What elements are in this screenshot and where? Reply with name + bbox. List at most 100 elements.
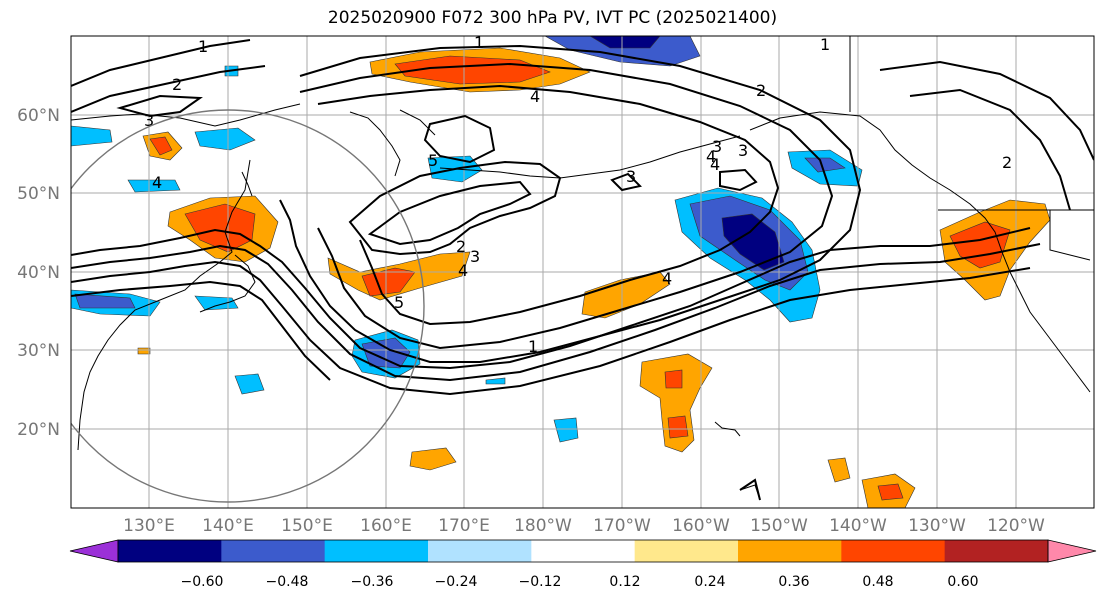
lon-label: 140°W: [829, 516, 887, 536]
anomaly-positive: [137, 347, 151, 355]
colorbar-segment: [221, 540, 326, 562]
pv-contour: [71, 227, 1031, 370]
colorbar-tick-label: −0.36: [351, 574, 394, 590]
contour-label: 1: [198, 37, 208, 56]
contour-label: 3: [738, 141, 748, 160]
contour-label: 2: [1002, 153, 1012, 172]
range-circle: [71, 109, 425, 503]
shaded-anomalies: [71, 36, 1051, 508]
colorbar-tick-label: 0.48: [862, 574, 893, 590]
pv-contour: [299, 62, 834, 350]
colorbar-segment: [634, 540, 739, 562]
anomaly-negative-strong: [721, 213, 785, 271]
lat-label: 60°N: [17, 106, 60, 126]
contour-label: 5: [394, 293, 404, 312]
anomaly-negative: [804, 157, 846, 173]
lon-label: 130°E: [123, 516, 175, 536]
colorbar-segment: [428, 540, 532, 562]
contour-label: 1: [528, 337, 538, 356]
contour-label: 1: [820, 35, 830, 54]
colorbar-segment: [118, 540, 222, 562]
anomaly-positive-strong: [184, 203, 256, 253]
contour-label: 2: [756, 81, 766, 100]
lon-label: 170°W: [593, 516, 651, 536]
colorbar-tick-label: 0.12: [609, 574, 640, 590]
pv-contour: [719, 168, 758, 192]
lon-label: 150°E: [281, 516, 333, 536]
lon-axis: 130°E 140°E 150°E 160°E 170°E 180°W 170°…: [123, 516, 1045, 536]
pv-contour: [116, 94, 203, 118]
colorbar-segment: [841, 540, 946, 562]
contour-label: 4: [152, 173, 162, 192]
anomaly-positive: [827, 457, 851, 483]
lat-label: 20°N: [17, 420, 60, 440]
pv-contour: [317, 84, 780, 326]
map-title: 2025020900 F072 300 hPa PV, IVT PC (2025…: [327, 8, 778, 28]
colorbar-segment: [531, 540, 636, 562]
asia-coast: [71, 103, 301, 451]
japan: [199, 171, 256, 313]
colorbar-tick-label: 0.60: [947, 574, 978, 590]
pv-contour: [879, 60, 1094, 161]
colorbar-tick-label: −0.12: [519, 574, 562, 590]
anomaly-negative: [553, 417, 579, 443]
anomaly-positive: [581, 271, 671, 319]
pv-contour: [71, 243, 1041, 382]
colorbar-tick-label: −0.60: [181, 574, 224, 590]
anomaly-positive-strong: [667, 415, 689, 439]
anomaly-negative: [234, 373, 265, 395]
hawaii: [714, 421, 741, 437]
pv-contour: [71, 39, 251, 87]
lat-axis: 60°N 50°N 40°N 30°N 20°N: [17, 106, 60, 440]
aleutians: [439, 135, 741, 179]
pv-contour: [279, 44, 862, 363]
colorbar-segment: [944, 540, 1049, 562]
coastlines: [71, 36, 1094, 501]
anomaly-negative: [194, 295, 239, 311]
colorbar-tick-label: −0.24: [435, 574, 478, 590]
colorbar-tick-label: −0.48: [266, 574, 309, 590]
borders: [849, 36, 1094, 261]
map-frame: [70, 35, 1095, 509]
pv-contour: [367, 180, 532, 246]
lat-label: 40°N: [17, 263, 60, 283]
pv-contour: [71, 260, 1031, 396]
anomaly-negative-strong: [589, 36, 661, 49]
contour-label: 4: [662, 269, 672, 288]
anomaly-positive-strong: [394, 55, 551, 85]
anomaly-negative: [194, 127, 256, 151]
lon-label: 150°W: [750, 516, 808, 536]
lon-label: 120°W: [987, 516, 1045, 536]
lon-label: 180°W: [514, 516, 572, 536]
anomaly-positive-strong: [664, 369, 683, 389]
contour-labels: 1 2 3 4 1 2 3 4 5 3 4 2 1 4 3 4 3 2 4 5 …: [144, 33, 1012, 356]
colorbar-segment: [324, 540, 429, 562]
lat-label: 50°N: [17, 184, 60, 204]
contour-label: 5: [428, 151, 438, 170]
pv-contour: [71, 65, 266, 113]
contour-label: 2: [456, 237, 466, 256]
pv-contour: [71, 280, 331, 381]
lon-label: 170°E: [438, 516, 490, 536]
anomaly-positive: [639, 353, 713, 453]
colorbar-extend-low: [69, 539, 119, 563]
anomaly-negative: [71, 125, 113, 147]
lon-label: 130°W: [908, 516, 966, 536]
contour-label: 3: [712, 137, 722, 156]
contour-label: 1: [474, 33, 484, 52]
alaska-coast: [749, 111, 1091, 393]
colorbar-tick-label: 0.24: [694, 574, 725, 590]
anomaly-negative: [485, 377, 506, 385]
colorbar-extend-high: [1047, 539, 1097, 563]
anomaly-positive-strong: [149, 136, 173, 156]
anomaly-positive: [409, 447, 457, 471]
lon-label: 160°E: [360, 516, 412, 536]
anomaly-positive-strong: [877, 483, 904, 501]
pv-contour: [348, 160, 562, 256]
pv-contours: [71, 39, 1094, 501]
contour-label: 3: [144, 111, 154, 130]
colorbar-frame: [117, 539, 1049, 563]
kamchatka: [349, 109, 436, 177]
pv-contour: [423, 114, 496, 164]
